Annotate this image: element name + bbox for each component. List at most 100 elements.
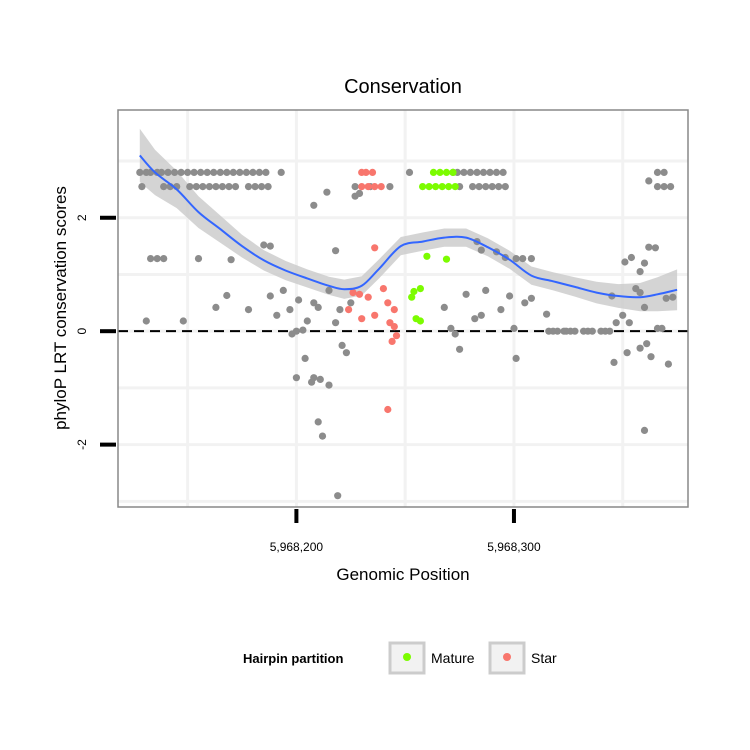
data-point-other (249, 168, 257, 176)
data-point-other (236, 168, 244, 176)
data-point-mature (438, 183, 446, 191)
data-point-mature (419, 183, 427, 191)
data-point-star (358, 315, 366, 323)
data-point-other (451, 330, 459, 338)
data-point-other (519, 255, 527, 263)
data-point-star (388, 337, 396, 345)
data-point-other (495, 183, 503, 191)
data-point-other (610, 358, 618, 366)
data-point-other (645, 243, 653, 251)
data-point-star (377, 183, 385, 191)
y-tick-label: 2 (75, 214, 89, 221)
data-point-other (310, 299, 318, 307)
data-point-star (364, 293, 372, 301)
data-point-other (473, 168, 481, 176)
data-point-other (336, 306, 344, 314)
data-point-other (142, 317, 150, 325)
data-point-other (486, 168, 494, 176)
data-point-star (384, 405, 392, 414)
data-point-star (349, 289, 357, 297)
data-point-mature (408, 293, 416, 301)
data-point-other (258, 183, 266, 191)
plot-border (117, 109, 689, 508)
data-point-other (527, 255, 536, 263)
data-point-other (157, 168, 166, 176)
data-point-other (645, 177, 653, 185)
data-point-other (303, 317, 311, 325)
x-axis-title: Genomic Position (336, 565, 469, 584)
data-point-other (601, 327, 609, 335)
data-point-star (362, 168, 370, 176)
data-point-other (338, 341, 346, 349)
data-point-star (358, 183, 366, 191)
data-point-other (314, 303, 322, 311)
data-point-other (566, 327, 575, 335)
data-point-other (266, 292, 274, 300)
data-point-other (223, 291, 231, 300)
data-point-other (334, 492, 342, 500)
data-point-star (368, 168, 377, 176)
data-point-other (160, 183, 168, 191)
data-point-star (392, 332, 401, 340)
data-point-mature (432, 183, 440, 191)
data-point-other (477, 311, 485, 319)
data-point-other (584, 327, 592, 335)
data-point-other (549, 327, 557, 335)
data-point-other (212, 303, 220, 311)
data-point-other (231, 183, 240, 191)
legend-label-mature: Mature (431, 650, 475, 666)
data-point-other (262, 168, 270, 176)
data-point-star (371, 311, 379, 319)
data-point-star (371, 183, 379, 191)
y-tick-label: -2 (75, 439, 89, 450)
data-point-star (384, 299, 392, 307)
data-point-other (482, 286, 490, 294)
data-point-star (364, 183, 372, 191)
data-point-other (286, 306, 294, 314)
data-point-other (440, 303, 448, 311)
data-point-other (527, 294, 536, 302)
data-point-mature (436, 168, 444, 176)
data-point-other (210, 168, 218, 176)
data-point-other (255, 168, 263, 176)
data-point-other (510, 324, 518, 332)
data-point-other (138, 183, 146, 191)
data-point-other (543, 310, 551, 318)
data-point-other (625, 319, 633, 327)
data-point-mature (445, 183, 453, 191)
data-point-other (264, 183, 272, 191)
data-point-other (194, 255, 203, 263)
data-point-other (186, 183, 194, 191)
data-point-other (462, 290, 470, 298)
data-point-other (477, 246, 485, 254)
data-point-other (447, 324, 455, 332)
data-points-layer (136, 168, 677, 500)
data-point-other (647, 353, 655, 361)
legend-swatch-star (503, 653, 511, 661)
series-mature (408, 168, 459, 325)
data-point-other (643, 340, 651, 348)
data-point-other (308, 378, 316, 386)
data-point-other (192, 183, 200, 191)
data-point-other (475, 183, 483, 191)
data-point-mature (442, 255, 451, 263)
x-axis-ticks: 5,968,200 5,968,300 (270, 509, 541, 554)
data-point-mature (425, 183, 433, 191)
data-point-other (669, 293, 677, 301)
data-point-other (512, 354, 520, 362)
data-point-star (371, 244, 379, 252)
data-point-other (386, 183, 394, 191)
data-point-other (662, 294, 670, 302)
legend-key-star (488, 641, 526, 675)
legend: Hairpin partition Mature Star (243, 641, 557, 675)
data-point-other (153, 255, 161, 263)
data-point-other (506, 292, 514, 300)
data-point-other (636, 289, 644, 297)
data-point-other (653, 183, 662, 191)
data-point-other (332, 319, 340, 327)
data-point-other (355, 189, 364, 197)
data-point-other (216, 168, 224, 176)
data-point-other (229, 168, 237, 176)
data-point-other (292, 327, 300, 335)
